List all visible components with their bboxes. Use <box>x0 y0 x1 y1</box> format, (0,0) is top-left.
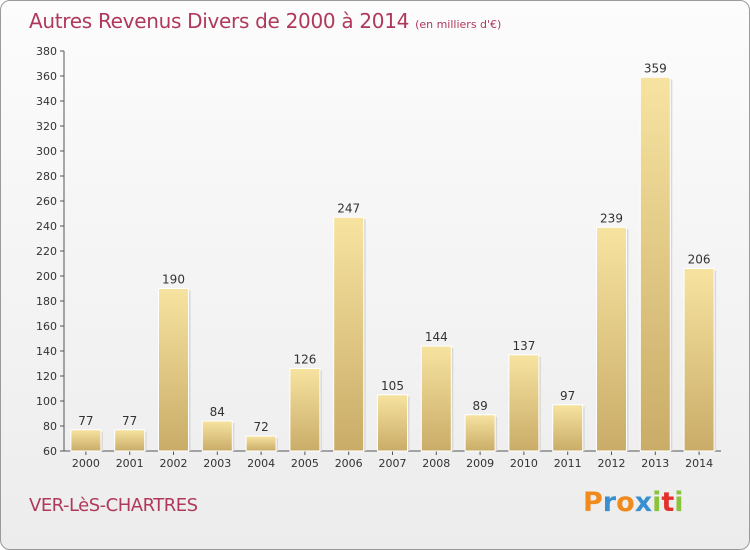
logo-letter: x <box>634 487 653 518</box>
x-tick-label: 2006 <box>335 457 363 470</box>
x-tick-label: 2002 <box>160 457 188 470</box>
bars <box>70 76 717 452</box>
value-label: 105 <box>381 379 404 393</box>
x-tick-label: 2009 <box>466 457 494 470</box>
title-row: Autres Revenus Divers de 2000 à 2014 (en … <box>29 9 501 33</box>
x-tick-label: 2000 <box>72 457 100 470</box>
bar-2004 <box>245 435 277 452</box>
value-label: 126 <box>293 353 316 367</box>
y-tick-label: 80 <box>43 420 57 433</box>
bar-2001 <box>114 429 146 452</box>
bar-2003 <box>201 420 233 452</box>
logo-letter: t <box>661 487 675 518</box>
y-tick-label: 260 <box>36 195 57 208</box>
y-tick-label: 220 <box>36 245 57 258</box>
x-tick-label: 2005 <box>291 457 319 470</box>
bar-2010 <box>508 354 540 452</box>
x-tick-label: 2007 <box>379 457 407 470</box>
bar-2009 <box>464 414 496 452</box>
x-tick-label: 2004 <box>247 457 275 470</box>
y-tick-label: 60 <box>43 445 57 458</box>
bar-2000 <box>70 429 102 452</box>
value-label: 77 <box>122 414 137 428</box>
y-tick-label: 180 <box>36 295 57 308</box>
y-tick-label: 340 <box>36 95 57 108</box>
axes: 60 80 100 120 140 160 180 200 220 240 260 280 300 320… <box>36 45 721 470</box>
bar-2007 <box>377 394 408 452</box>
bar-2011 <box>552 404 584 452</box>
chart-title: Autres Revenus Divers de 2000 à 2014 <box>29 9 410 33</box>
value-label: 137 <box>512 339 535 353</box>
y-tick-label: 320 <box>36 120 57 133</box>
y-tick-label: 360 <box>36 70 57 83</box>
y-tick-label: 240 <box>36 220 57 233</box>
bar-2002 <box>158 288 189 452</box>
y-tick-label: 300 <box>36 145 57 158</box>
bar-2008 <box>420 345 452 452</box>
y-tick-label: 200 <box>36 270 57 283</box>
bar-2013 <box>639 76 671 452</box>
x-tick-label: 2003 <box>203 457 231 470</box>
value-label: 72 <box>253 420 268 434</box>
y-tick-label: 380 <box>36 45 57 58</box>
bar-2012 <box>596 226 627 452</box>
logo-letter: r <box>602 487 617 518</box>
value-label: 359 <box>644 61 667 75</box>
value-label: 97 <box>560 389 575 403</box>
x-tick-label: 2008 <box>422 457 450 470</box>
value-label: 247 <box>337 201 360 215</box>
commune-name: VER-LèS-CHARTRES <box>29 495 198 516</box>
bar-2014 <box>683 268 715 452</box>
x-tick-label: 2014 <box>685 457 713 470</box>
value-label: 144 <box>425 330 448 344</box>
value-label: 190 <box>162 273 185 287</box>
value-label: 206 <box>688 253 711 267</box>
x-tick-label: 2010 <box>510 457 538 470</box>
y-tick-label: 100 <box>36 395 57 408</box>
chart-unit: (en milliers d'€) <box>415 18 502 31</box>
value-labels: 77 77 190 84 72 126 247 105 144 89 137 97 239 359 206 <box>78 61 710 434</box>
value-label: 239 <box>600 211 623 225</box>
y-tick-label: 140 <box>36 345 57 358</box>
logo-letter: P <box>583 487 603 518</box>
value-label: 77 <box>78 414 93 428</box>
logo-letter: o <box>616 487 635 518</box>
y-tick-label: 120 <box>36 370 57 383</box>
y-tick-label: 280 <box>36 170 57 183</box>
x-tick-label: 2011 <box>554 457 582 470</box>
value-label: 89 <box>472 399 487 413</box>
x-tick-label: 2012 <box>598 457 626 470</box>
x-tick-label: 2013 <box>641 457 669 470</box>
value-label: 84 <box>210 405 225 419</box>
x-tick-label: 2001 <box>116 457 144 470</box>
proxiti-logo: Proxiti <box>583 487 684 518</box>
logo-letter: i <box>674 487 684 518</box>
bar-2006 <box>333 216 365 452</box>
y-tick-label: 160 <box>36 320 57 333</box>
bar-2005 <box>289 368 321 452</box>
logo-letter: i <box>652 487 662 518</box>
